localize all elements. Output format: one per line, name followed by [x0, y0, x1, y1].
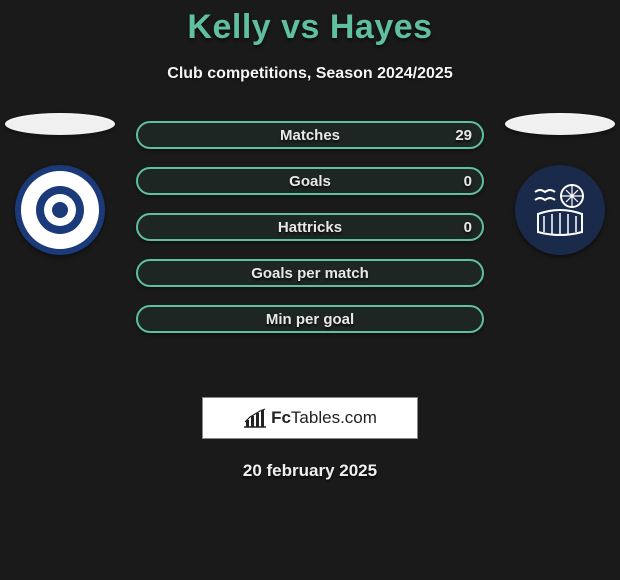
comparison-card: Kelly vs Hayes Club competitions, Season… — [0, 0, 620, 481]
page-title: Kelly vs Hayes — [0, 8, 620, 47]
stat-row-goals-per-match: Goals per match — [136, 259, 484, 287]
player-left-silhouette — [5, 113, 115, 135]
stat-mpg-label: Min per goal — [266, 311, 354, 328]
stat-goals-right: 0 — [464, 173, 472, 190]
stat-hattricks-label: Hattricks — [278, 219, 342, 236]
stat-matches-right: 29 — [455, 127, 472, 144]
club-crest-left — [15, 165, 105, 255]
player-right-silhouette — [505, 113, 615, 135]
brand-prefix: Fc — [271, 408, 291, 427]
brand-suffix: Tables.com — [291, 408, 377, 427]
club-crest-right-icon — [530, 180, 590, 240]
stat-matches-label: Matches — [280, 127, 340, 144]
stat-gpm-label: Goals per match — [251, 265, 369, 282]
stat-row-matches: Matches 29 — [136, 121, 484, 149]
date-text: 20 february 2025 — [0, 461, 620, 481]
club-crest-left-inner — [36, 186, 84, 234]
club-crest-right — [515, 165, 605, 255]
subtitle: Club competitions, Season 2024/2025 — [0, 65, 620, 83]
player-left-column — [0, 113, 120, 255]
stat-row-goals: Goals 0 — [136, 167, 484, 195]
stat-goals-label: Goals — [289, 173, 331, 190]
bar-chart-icon — [243, 408, 267, 428]
stat-rows: Matches 29 Goals 0 Hattricks 0 Goals per… — [136, 121, 484, 333]
main-area: Matches 29 Goals 0 Hattricks 0 Goals per… — [0, 121, 620, 381]
stat-row-min-per-goal: Min per goal — [136, 305, 484, 333]
brand-text: FcTables.com — [271, 408, 377, 428]
stat-hattricks-right: 0 — [464, 219, 472, 236]
brand-box[interactable]: FcTables.com — [202, 397, 418, 439]
player-right-column — [500, 113, 620, 255]
stat-row-hattricks: Hattricks 0 — [136, 213, 484, 241]
